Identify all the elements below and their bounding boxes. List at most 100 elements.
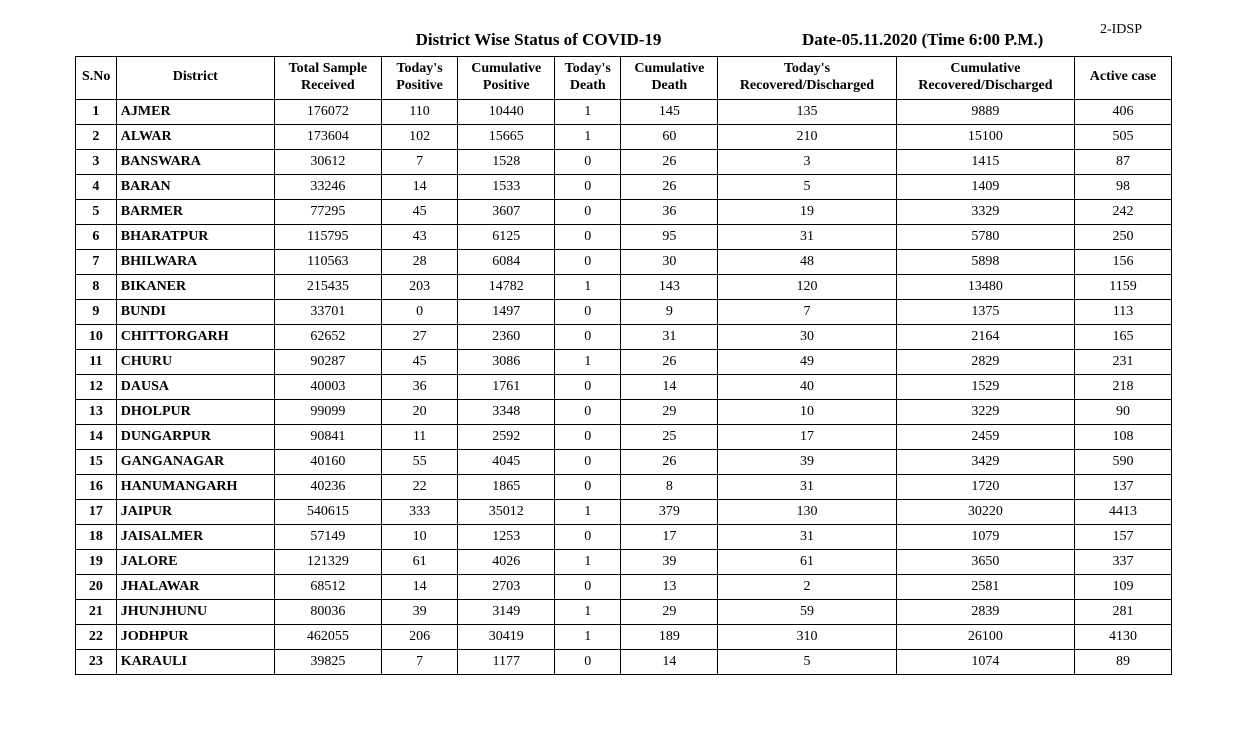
cell-sno: 10	[76, 324, 117, 349]
cell-value: 36	[621, 199, 718, 224]
table-row: 14DUNGARPUR90841112592025172459108	[76, 424, 1172, 449]
table-row: 22JODHPUR462055206304191189310261004130	[76, 624, 1172, 649]
cell-value: 145	[621, 99, 718, 124]
cell-value: 1	[555, 124, 621, 149]
cell-value: 7	[718, 299, 896, 324]
cell-sno: 8	[76, 274, 117, 299]
cell-value: 115795	[274, 224, 381, 249]
cell-value: 0	[555, 524, 621, 549]
cell-district: CHITTORGARH	[116, 324, 274, 349]
cell-district: BARMER	[116, 199, 274, 224]
cell-value: 48	[718, 249, 896, 274]
cell-value: 1253	[458, 524, 555, 549]
cell-value: 1	[555, 624, 621, 649]
cell-value: 26	[621, 349, 718, 374]
cell-value: 1865	[458, 474, 555, 499]
col-header-cumulative-recovered: Cumulative Recovered/Discharged	[896, 57, 1074, 100]
cell-value: 1177	[458, 649, 555, 674]
cell-district: JODHPUR	[116, 624, 274, 649]
cell-value: 77295	[274, 199, 381, 224]
cell-value: 2360	[458, 324, 555, 349]
cell-value: 462055	[274, 624, 381, 649]
col-header-active: Active case	[1075, 57, 1172, 100]
cell-value: 29	[621, 399, 718, 424]
page-header: 2-IDSP District Wise Status of COVID-19 …	[75, 30, 1172, 50]
cell-value: 1497	[458, 299, 555, 324]
table-row: 21JHUNJHUNU80036393149129592839281	[76, 599, 1172, 624]
cell-value: 27	[381, 324, 457, 349]
cell-value: 189	[621, 624, 718, 649]
table-row: 10CHITTORGARH62652272360031302164165	[76, 324, 1172, 349]
cell-value: 231	[1075, 349, 1172, 374]
cell-value: 0	[555, 199, 621, 224]
col-header-cumulative-positive: Cumulative Positive	[458, 57, 555, 100]
title-row: District Wise Status of COVID-19 Date-05…	[75, 30, 1172, 50]
cell-value: 45	[381, 349, 457, 374]
cell-value: 90841	[274, 424, 381, 449]
cell-value: 15665	[458, 124, 555, 149]
cell-value: 0	[555, 324, 621, 349]
cell-value: 39825	[274, 649, 381, 674]
cell-value: 14	[621, 374, 718, 399]
table-row: 17JAIPUR540615333350121379130302204413	[76, 499, 1172, 524]
cell-value: 80036	[274, 599, 381, 624]
cell-value: 157	[1075, 524, 1172, 549]
cell-value: 406	[1075, 99, 1172, 124]
cell-value: 1079	[896, 524, 1074, 549]
cell-sno: 15	[76, 449, 117, 474]
cell-value: 28	[381, 249, 457, 274]
cell-sno: 14	[76, 424, 117, 449]
cell-value: 22	[381, 474, 457, 499]
cell-sno: 13	[76, 399, 117, 424]
cell-value: 9889	[896, 99, 1074, 124]
cell-value: 137	[1075, 474, 1172, 499]
cell-value: 3086	[458, 349, 555, 374]
cell-value: 3229	[896, 399, 1074, 424]
cell-value: 61	[381, 549, 457, 574]
table-row: 13DHOLPUR9909920334802910322990	[76, 399, 1172, 424]
cell-value: 14	[381, 174, 457, 199]
cell-value: 61	[718, 549, 896, 574]
cell-value: 13	[621, 574, 718, 599]
col-header-district: District	[116, 57, 274, 100]
cell-value: 0	[555, 449, 621, 474]
cell-value: 1375	[896, 299, 1074, 324]
cell-value: 379	[621, 499, 718, 524]
cell-value: 3348	[458, 399, 555, 424]
cell-value: 59	[718, 599, 896, 624]
cell-value: 33701	[274, 299, 381, 324]
cell-value: 26	[621, 449, 718, 474]
cell-district: BANSWARA	[116, 149, 274, 174]
cell-value: 7	[381, 649, 457, 674]
cell-value: 143	[621, 274, 718, 299]
col-header-cumulative-death: Cumulative Death	[621, 57, 718, 100]
cell-district: JHALAWAR	[116, 574, 274, 599]
cell-value: 40	[718, 374, 896, 399]
cell-value: 14	[381, 574, 457, 599]
col-header-sample: Total Sample Received	[274, 57, 381, 100]
cell-value: 4130	[1075, 624, 1172, 649]
cell-value: 2592	[458, 424, 555, 449]
cell-sno: 18	[76, 524, 117, 549]
cell-value: 49	[718, 349, 896, 374]
cell-value: 250	[1075, 224, 1172, 249]
cell-district: BARAN	[116, 174, 274, 199]
cell-value: 1074	[896, 649, 1074, 674]
cell-value: 130	[718, 499, 896, 524]
cell-value: 20	[381, 399, 457, 424]
table-body: 1AJMER17607211010440114513598894062ALWAR…	[76, 99, 1172, 674]
table-header: S.No District Total Sample Received Toda…	[76, 57, 1172, 100]
cell-value: 135	[718, 99, 896, 124]
table-row: 9BUNDI33701014970971375113	[76, 299, 1172, 324]
cell-value: 98	[1075, 174, 1172, 199]
cell-value: 40160	[274, 449, 381, 474]
cell-value: 0	[555, 174, 621, 199]
cell-sno: 1	[76, 99, 117, 124]
cell-sno: 23	[76, 649, 117, 674]
cell-district: DHOLPUR	[116, 399, 274, 424]
cell-value: 1415	[896, 149, 1074, 174]
cell-value: 173604	[274, 124, 381, 149]
table-row: 18JAISALMER57149101253017311079157	[76, 524, 1172, 549]
cell-value: 95	[621, 224, 718, 249]
cell-value: 4413	[1075, 499, 1172, 524]
